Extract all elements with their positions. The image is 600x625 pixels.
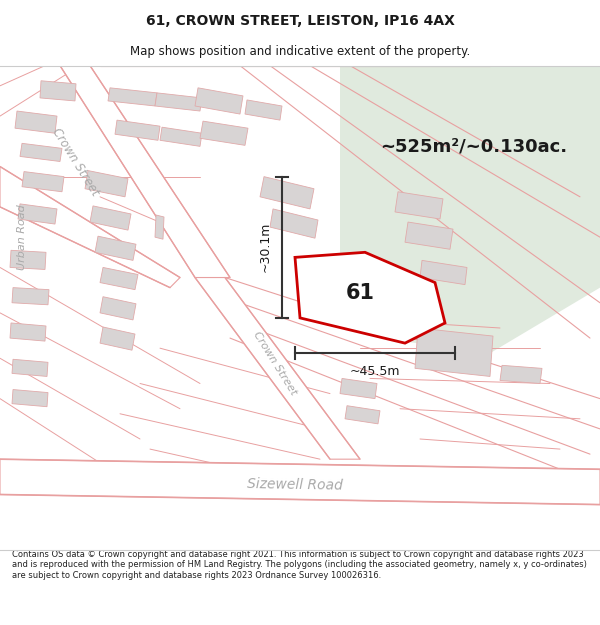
Polygon shape — [245, 100, 282, 120]
Polygon shape — [345, 406, 380, 424]
Text: Map shows position and indicative extent of the property.: Map shows position and indicative extent… — [130, 44, 470, 58]
Polygon shape — [405, 222, 453, 249]
Text: ~30.1m: ~30.1m — [259, 222, 272, 272]
Polygon shape — [95, 236, 136, 261]
Polygon shape — [420, 261, 467, 284]
Polygon shape — [115, 120, 160, 140]
Polygon shape — [340, 379, 377, 399]
Polygon shape — [155, 93, 202, 111]
Polygon shape — [155, 215, 164, 239]
Polygon shape — [60, 66, 230, 278]
Polygon shape — [100, 268, 138, 289]
Polygon shape — [12, 288, 49, 305]
Text: Urban Road: Urban Road — [17, 204, 27, 270]
Text: 61: 61 — [346, 282, 374, 302]
Polygon shape — [10, 250, 46, 269]
Polygon shape — [108, 88, 157, 106]
Text: Crown Street: Crown Street — [49, 125, 101, 198]
Polygon shape — [0, 459, 600, 504]
Polygon shape — [295, 253, 445, 343]
Polygon shape — [395, 192, 443, 219]
Polygon shape — [200, 121, 248, 146]
Text: 61, CROWN STREET, LEISTON, IP16 4AX: 61, CROWN STREET, LEISTON, IP16 4AX — [146, 14, 454, 28]
Polygon shape — [195, 88, 243, 114]
Polygon shape — [195, 278, 360, 459]
Polygon shape — [12, 359, 48, 376]
Polygon shape — [500, 366, 542, 384]
Polygon shape — [12, 389, 48, 407]
Text: Crown Street: Crown Street — [251, 330, 299, 397]
Polygon shape — [90, 206, 131, 230]
Polygon shape — [100, 297, 136, 320]
Polygon shape — [0, 166, 180, 288]
Polygon shape — [340, 66, 600, 353]
Polygon shape — [18, 204, 57, 224]
Polygon shape — [100, 327, 135, 350]
Text: Sizewell Road: Sizewell Road — [247, 477, 343, 492]
Text: ~525m²/~0.130ac.: ~525m²/~0.130ac. — [380, 138, 567, 156]
Polygon shape — [260, 177, 314, 209]
Text: ~45.5m: ~45.5m — [350, 366, 400, 378]
Polygon shape — [20, 143, 62, 161]
Polygon shape — [85, 171, 128, 197]
Polygon shape — [415, 328, 493, 376]
Polygon shape — [40, 81, 76, 101]
Polygon shape — [10, 323, 46, 341]
Polygon shape — [270, 209, 318, 238]
Polygon shape — [160, 127, 202, 146]
Polygon shape — [22, 172, 64, 192]
Text: Contains OS data © Crown copyright and database right 2021. This information is : Contains OS data © Crown copyright and d… — [12, 550, 587, 580]
Polygon shape — [15, 111, 57, 133]
